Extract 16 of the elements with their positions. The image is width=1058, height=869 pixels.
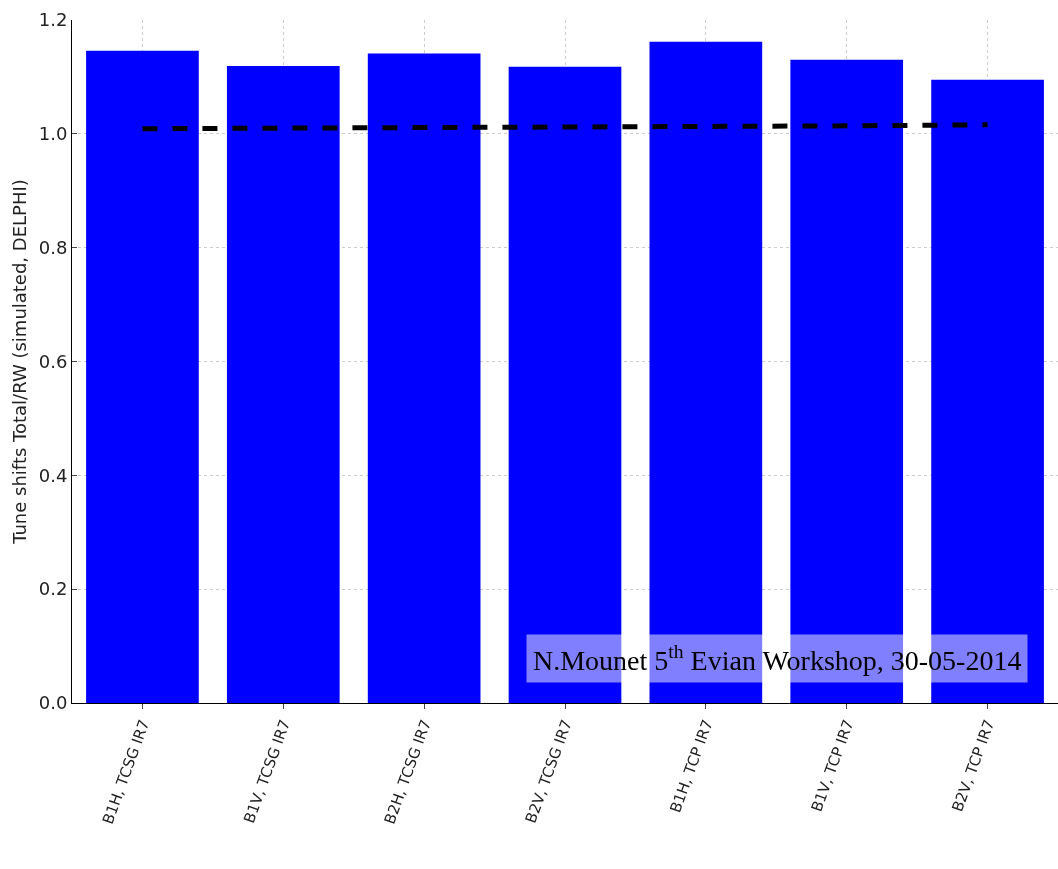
annotation: N.Mounet 5$^{th}$ Evian Workshop, 30-05-2014: [533, 641, 1022, 676]
x-tick-label: B2V, TCP IR7: [948, 717, 999, 815]
y-tick-label: 1.2: [38, 9, 68, 31]
y-tick-label: 0.8: [38, 236, 68, 258]
y-tick-label: 0.2: [38, 578, 68, 600]
y-tick-label: 0.6: [38, 350, 68, 372]
x-tick-label: B1V, TCSG IR7: [240, 717, 295, 826]
x-tick-label: B1H, TCSG IR7: [98, 717, 154, 827]
x-tick-label: B1H, TCP IR7: [666, 717, 717, 816]
x-tick-label: B2V, TCSG IR7: [521, 717, 576, 826]
y-tick-label: 0.0: [38, 692, 68, 714]
y-axis-title: Tune shifts Total/RW (simulated, DELPHI): [9, 179, 30, 545]
y-tick-label: 1.0: [38, 123, 68, 145]
y-tick-label: 0.4: [38, 464, 68, 486]
x-tick-label: B1V, TCP IR7: [807, 717, 858, 815]
x-tick-label: B2H, TCSG IR7: [380, 717, 435, 827]
